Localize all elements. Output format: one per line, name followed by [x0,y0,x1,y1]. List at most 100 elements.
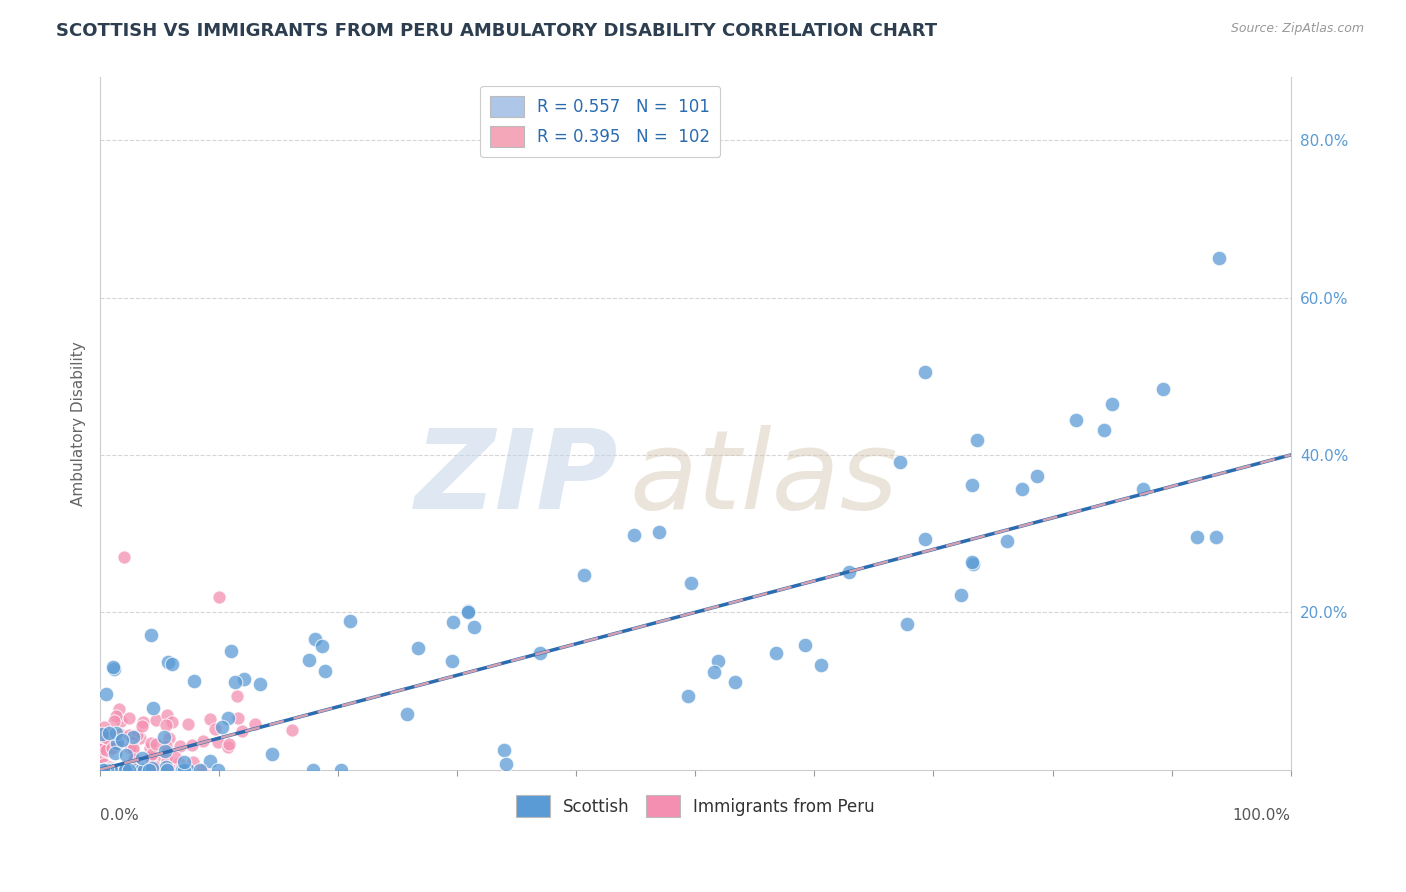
Point [115,762,138,776]
Point [914,365,936,379]
Point [962,555,984,569]
Point [183,673,205,688]
Point [100,763,122,777]
Point [703,665,725,680]
Point [132,763,155,777]
Point [139,752,162,766]
Point [141,761,163,775]
Point [105,708,128,723]
Point [142,751,165,765]
Point [112,550,135,565]
Point [204,722,226,736]
Point [118,711,141,725]
Point [143,758,166,772]
Point [219,643,242,657]
Point [681,576,703,591]
Point [153,731,176,745]
Point [118,727,141,741]
Point [127,728,149,742]
Point [966,433,988,447]
Point [169,739,191,753]
Y-axis label: Ambulatory Disability: Ambulatory Disability [72,341,86,506]
Point [115,763,138,777]
Point [139,759,162,773]
Point [131,763,153,777]
Point [457,606,479,620]
Point [118,763,141,777]
Point [93,739,115,753]
Point [104,738,127,752]
Point [838,565,860,579]
Point [260,747,283,761]
Point [226,690,249,704]
Point [281,723,304,737]
Point [678,689,700,703]
Point [155,718,177,732]
Point [207,763,229,777]
Point [1185,530,1208,544]
Point [114,763,136,777]
Point [134,763,156,777]
Point [121,735,143,749]
Point [623,527,645,541]
Text: 100.0%: 100.0% [1233,808,1291,823]
Point [90,753,112,767]
Point [1152,382,1174,396]
Point [191,734,214,748]
Point [1011,482,1033,496]
Point [150,763,173,777]
Point [114,763,136,777]
Point [314,664,336,678]
Point [105,738,128,752]
Point [217,739,239,754]
Point [107,763,129,777]
Point [103,763,125,777]
Point [108,702,131,716]
Point [160,657,183,672]
Point [157,731,180,746]
Point [794,638,817,652]
Point [1064,412,1087,426]
Point [105,726,128,740]
Point [94,743,117,757]
Point [110,727,132,741]
Point [120,741,142,756]
Text: SCOTTISH VS IMMIGRANTS FROM PERU AMBULATORY DISABILITY CORRELATION CHART: SCOTTISH VS IMMIGRANTS FROM PERU AMBULAT… [56,22,938,40]
Point [90,763,112,777]
Point [155,739,177,753]
Point [207,734,229,748]
Point [90,742,112,756]
Point [176,717,198,731]
Point [529,646,551,660]
Point [1026,469,1049,483]
Point [463,620,485,634]
Point [457,603,479,617]
Point [707,654,730,668]
Point [181,756,204,770]
Point [93,763,115,777]
Point [97,744,120,758]
Point [138,763,160,777]
Point [142,701,165,715]
Point [165,749,187,764]
Point [141,747,163,761]
Point [304,632,326,646]
Point [125,754,148,768]
Point [107,763,129,777]
Point [94,763,117,777]
Point [129,763,152,777]
Point [169,756,191,771]
Point [1101,396,1123,410]
Point [217,711,239,725]
Point [131,751,153,765]
Point [93,730,115,744]
Point [198,712,221,726]
Point [110,732,132,747]
Point [339,615,361,629]
Point [125,758,148,772]
Point [98,763,121,777]
Text: Source: ZipAtlas.com: Source: ZipAtlas.com [1230,22,1364,36]
Point [155,760,177,774]
Point [145,737,167,751]
Point [914,532,936,546]
